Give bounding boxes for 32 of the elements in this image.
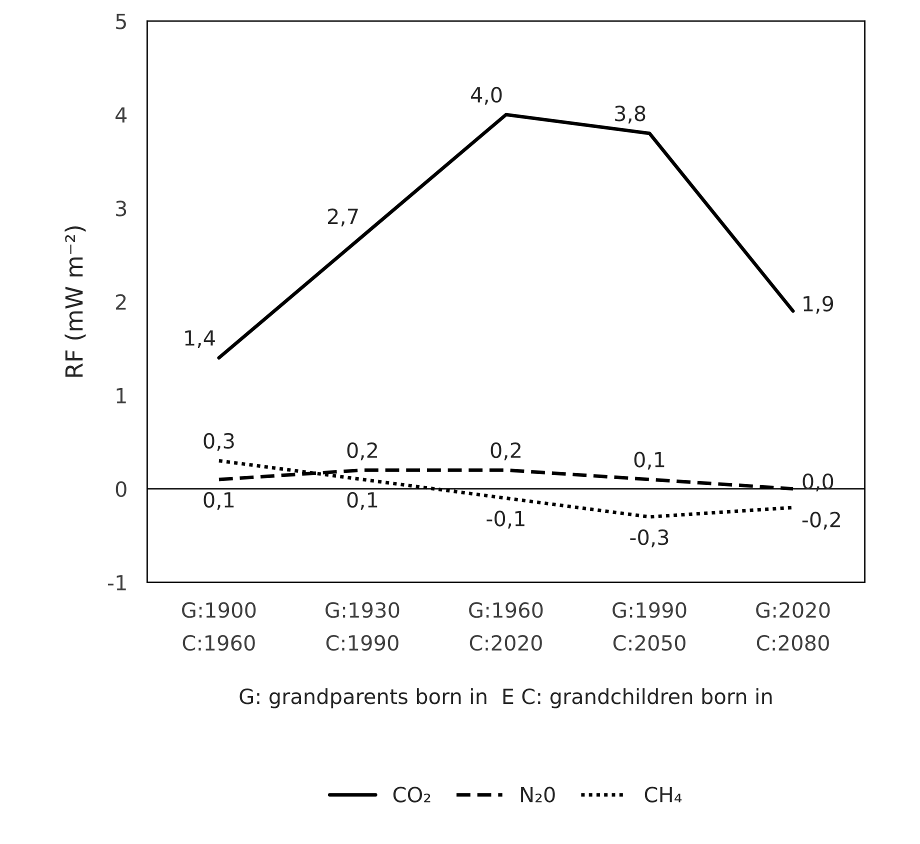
- legend-label: CH₄: [644, 786, 682, 802]
- legend-label: N₂0: [521, 786, 555, 802]
- data-label: 0,1: [204, 492, 234, 510]
- y-tick-label: 1: [116, 388, 126, 404]
- x-tick-label: G:2020 C:2080: [756, 602, 830, 651]
- data-label: 1,4: [185, 330, 215, 348]
- data-label: 2,7: [328, 208, 358, 226]
- data-label: -0,2: [802, 512, 840, 530]
- data-label: 0,2: [347, 442, 377, 460]
- data-label: 4,0: [471, 86, 502, 105]
- y-tick-label: 3: [116, 200, 126, 216]
- x-tick-label: G:1930 C:1990: [326, 602, 400, 651]
- y-tick-label: 5: [116, 14, 126, 30]
- x-tick-label: G:1900 C:1960: [182, 602, 256, 651]
- data-label: 0,1: [347, 492, 378, 510]
- data-label: -0,1: [486, 510, 524, 529]
- x-tick-label: G:1990 C:2050: [612, 602, 686, 651]
- y-tick-label: -1: [108, 575, 126, 590]
- data-label: 0,2: [490, 442, 520, 460]
- y-tick-label: 2: [116, 294, 126, 310]
- x-tick-label: G:1960 C:2020: [469, 602, 543, 651]
- legend-label: CO₂: [393, 786, 430, 802]
- x-axis-title: G: grandparents born in E C: grandchildren born in: [240, 688, 772, 708]
- data-label: 0,3: [204, 432, 234, 451]
- y-axis-title: RF (mW m⁻²): [64, 226, 86, 377]
- y-tick-label: 4: [116, 107, 127, 123]
- data-label: 1,9: [804, 296, 834, 314]
- y-tick-label: 0: [116, 481, 126, 498]
- data-label: 0,0: [802, 474, 834, 492]
- data-label: -0,3: [630, 529, 668, 548]
- data-label: 3,8: [615, 106, 646, 124]
- data-label: 0,1: [634, 452, 664, 470]
